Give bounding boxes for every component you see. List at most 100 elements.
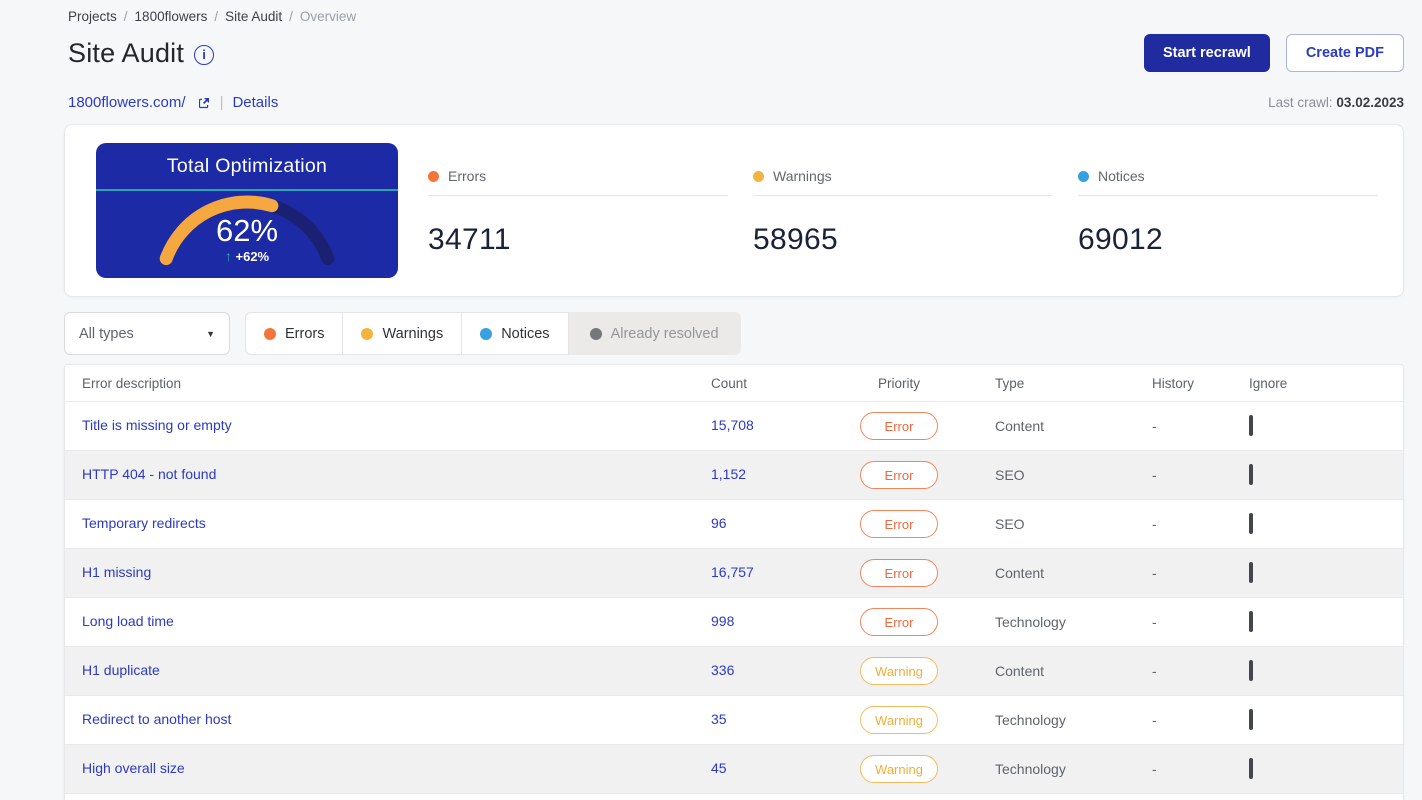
priority-badge: Error [860, 510, 938, 538]
ignore-checkbox[interactable] [1249, 758, 1253, 779]
issue-count-link[interactable]: 96 [711, 515, 727, 531]
start-recrawl-button[interactable]: Start recrawl [1143, 34, 1270, 72]
gauge-delta-value: +62% [235, 248, 270, 264]
issue-type: Content [995, 418, 1045, 434]
filter-already-resolved[interactable]: Already resolved [568, 312, 741, 355]
issue-count-link[interactable]: 16,757 [711, 564, 754, 580]
create-pdf-button[interactable]: Create PDF [1285, 34, 1404, 72]
table-row: Temporary redirects 96 Error SEO - [65, 499, 1403, 548]
priority-badge: Warning [860, 755, 938, 783]
ignore-checkbox[interactable] [1249, 660, 1253, 681]
issue-link[interactable]: HTTP 404 - not found [82, 466, 217, 482]
issue-history: - [1152, 614, 1157, 630]
issue-history: - [1152, 467, 1157, 483]
info-icon[interactable]: i [194, 44, 215, 65]
details-link[interactable]: Details [232, 94, 279, 111]
filter-warnings[interactable]: Warnings [342, 312, 463, 355]
severity-filter: Errors Warnings Notices Already resolved [245, 312, 741, 355]
priority-badge: Error [860, 608, 938, 636]
priority-badge: Warning [860, 706, 938, 734]
priority-badge: Error [860, 412, 938, 440]
resolved-dot-icon [589, 327, 602, 340]
issue-count-link[interactable]: 45 [711, 760, 727, 776]
chevron-down-icon: ▼ [206, 328, 215, 339]
issue-link[interactable]: Long load time [82, 613, 174, 629]
site-audit-page: Projects / 1800flowers / Site Audit / Ov… [64, 0, 1404, 800]
breadcrumb-projects[interactable]: Projects [68, 9, 117, 24]
stat-notices-value: 69012 [1078, 223, 1163, 256]
issue-history: - [1152, 663, 1157, 679]
issue-history: - [1152, 565, 1157, 581]
arrow-up-icon: ↑ [224, 247, 232, 264]
notices-dot-icon [1078, 170, 1089, 182]
ignore-checkbox[interactable] [1249, 415, 1253, 436]
stat-notices-label: Notices [1098, 168, 1145, 184]
issue-link[interactable]: H1 duplicate [82, 662, 160, 678]
table-row: Redirect to another host 35 Warning Technol… [65, 695, 1403, 744]
stat-errors-label: Errors [448, 168, 487, 184]
table-row: High overall size 45 Warning Technology - [65, 744, 1403, 793]
breadcrumb-separator: / [289, 9, 293, 24]
errors-dot-icon [428, 170, 439, 182]
issue-type: Technology [995, 614, 1066, 630]
table-row: Warning [65, 793, 1403, 800]
issue-link[interactable]: Redirect to another host [82, 711, 232, 727]
issue-count-link[interactable]: 336 [711, 662, 735, 678]
breadcrumb-separator: / [123, 9, 128, 24]
issue-link[interactable]: Title is missing or empty [82, 417, 232, 433]
issue-link[interactable]: High overall size [82, 760, 185, 776]
issue-type: Technology [995, 761, 1066, 777]
stat-warnings-label: Warnings [773, 168, 832, 184]
issue-link[interactable]: Temporary redirects [82, 515, 206, 531]
table-row: H1 missing 16,757 Error Content - [65, 548, 1403, 597]
col-type: Type [995, 375, 1025, 391]
breadcrumb-site-audit[interactable]: Site Audit [225, 9, 283, 24]
ignore-checkbox[interactable] [1249, 464, 1253, 485]
external-link-icon[interactable] [197, 96, 211, 110]
filter-already-resolved-label: Already resolved [610, 325, 719, 342]
stat-errors-value: 34711 [428, 223, 511, 256]
filter-errors-label: Errors [285, 325, 325, 342]
last-crawl-date: 03.02.2023 [1336, 95, 1404, 110]
issue-count-link[interactable]: 35 [711, 711, 727, 727]
ignore-checkbox[interactable] [1249, 562, 1253, 583]
col-error-description: Error description [82, 375, 182, 391]
ignore-checkbox[interactable] [1249, 611, 1253, 632]
divider: | [219, 94, 224, 111]
issues-table: Error description Count Priority Type Hi… [64, 364, 1404, 800]
stat-errors: Errors 34711 [428, 168, 728, 276]
warnings-dot-icon [361, 327, 374, 340]
issue-count-link[interactable]: 998 [711, 613, 735, 629]
issue-type: SEO [995, 516, 1025, 532]
gauge-divider [96, 189, 398, 191]
issue-count-link[interactable]: 15,708 [711, 417, 754, 433]
stat-warnings: Warnings 58965 [753, 168, 1053, 276]
priority-badge: Error [860, 461, 938, 489]
filter-notices[interactable]: Notices [461, 312, 569, 355]
gauge-arc [159, 195, 335, 266]
issue-history: - [1152, 516, 1157, 532]
type-select-value: All types [79, 325, 134, 342]
filter-warnings-label: Warnings [382, 325, 444, 342]
table-row: Title is missing or empty 15,708 Error Cont… [65, 401, 1403, 450]
errors-dot-icon [264, 327, 276, 340]
filter-errors[interactable]: Errors [245, 312, 344, 355]
ignore-checkbox[interactable] [1249, 513, 1253, 534]
type-select[interactable]: All types ▼ [64, 312, 230, 355]
issue-count-link[interactable]: 1,152 [711, 466, 747, 482]
breadcrumb-current-overview: Overview [299, 9, 357, 24]
table-row: HTTP 404 - not found 1,152 Error SEO - [65, 450, 1403, 499]
gauge-title: Total Optimization [166, 155, 328, 177]
issue-link[interactable]: H1 missing [82, 564, 152, 580]
ignore-checkbox[interactable] [1249, 709, 1253, 730]
col-history: History [1152, 375, 1195, 391]
summary-card: Total Optimization 62% ↑ +62% [64, 124, 1404, 297]
total-optimization-gauge: Total Optimization 62% ↑ +62% [96, 143, 398, 278]
notices-dot-icon [480, 327, 493, 340]
issue-history: - [1152, 712, 1157, 728]
priority-badge: Error [860, 559, 938, 587]
breadcrumb-project-1800flowers[interactable]: 1800flowers [134, 9, 208, 24]
domain-link[interactable]: 1800flowers.com/ [68, 94, 186, 111]
col-ignore: Ignore [1249, 375, 1288, 391]
table-header-row: Error description Count Priority Type Hi… [65, 365, 1403, 401]
